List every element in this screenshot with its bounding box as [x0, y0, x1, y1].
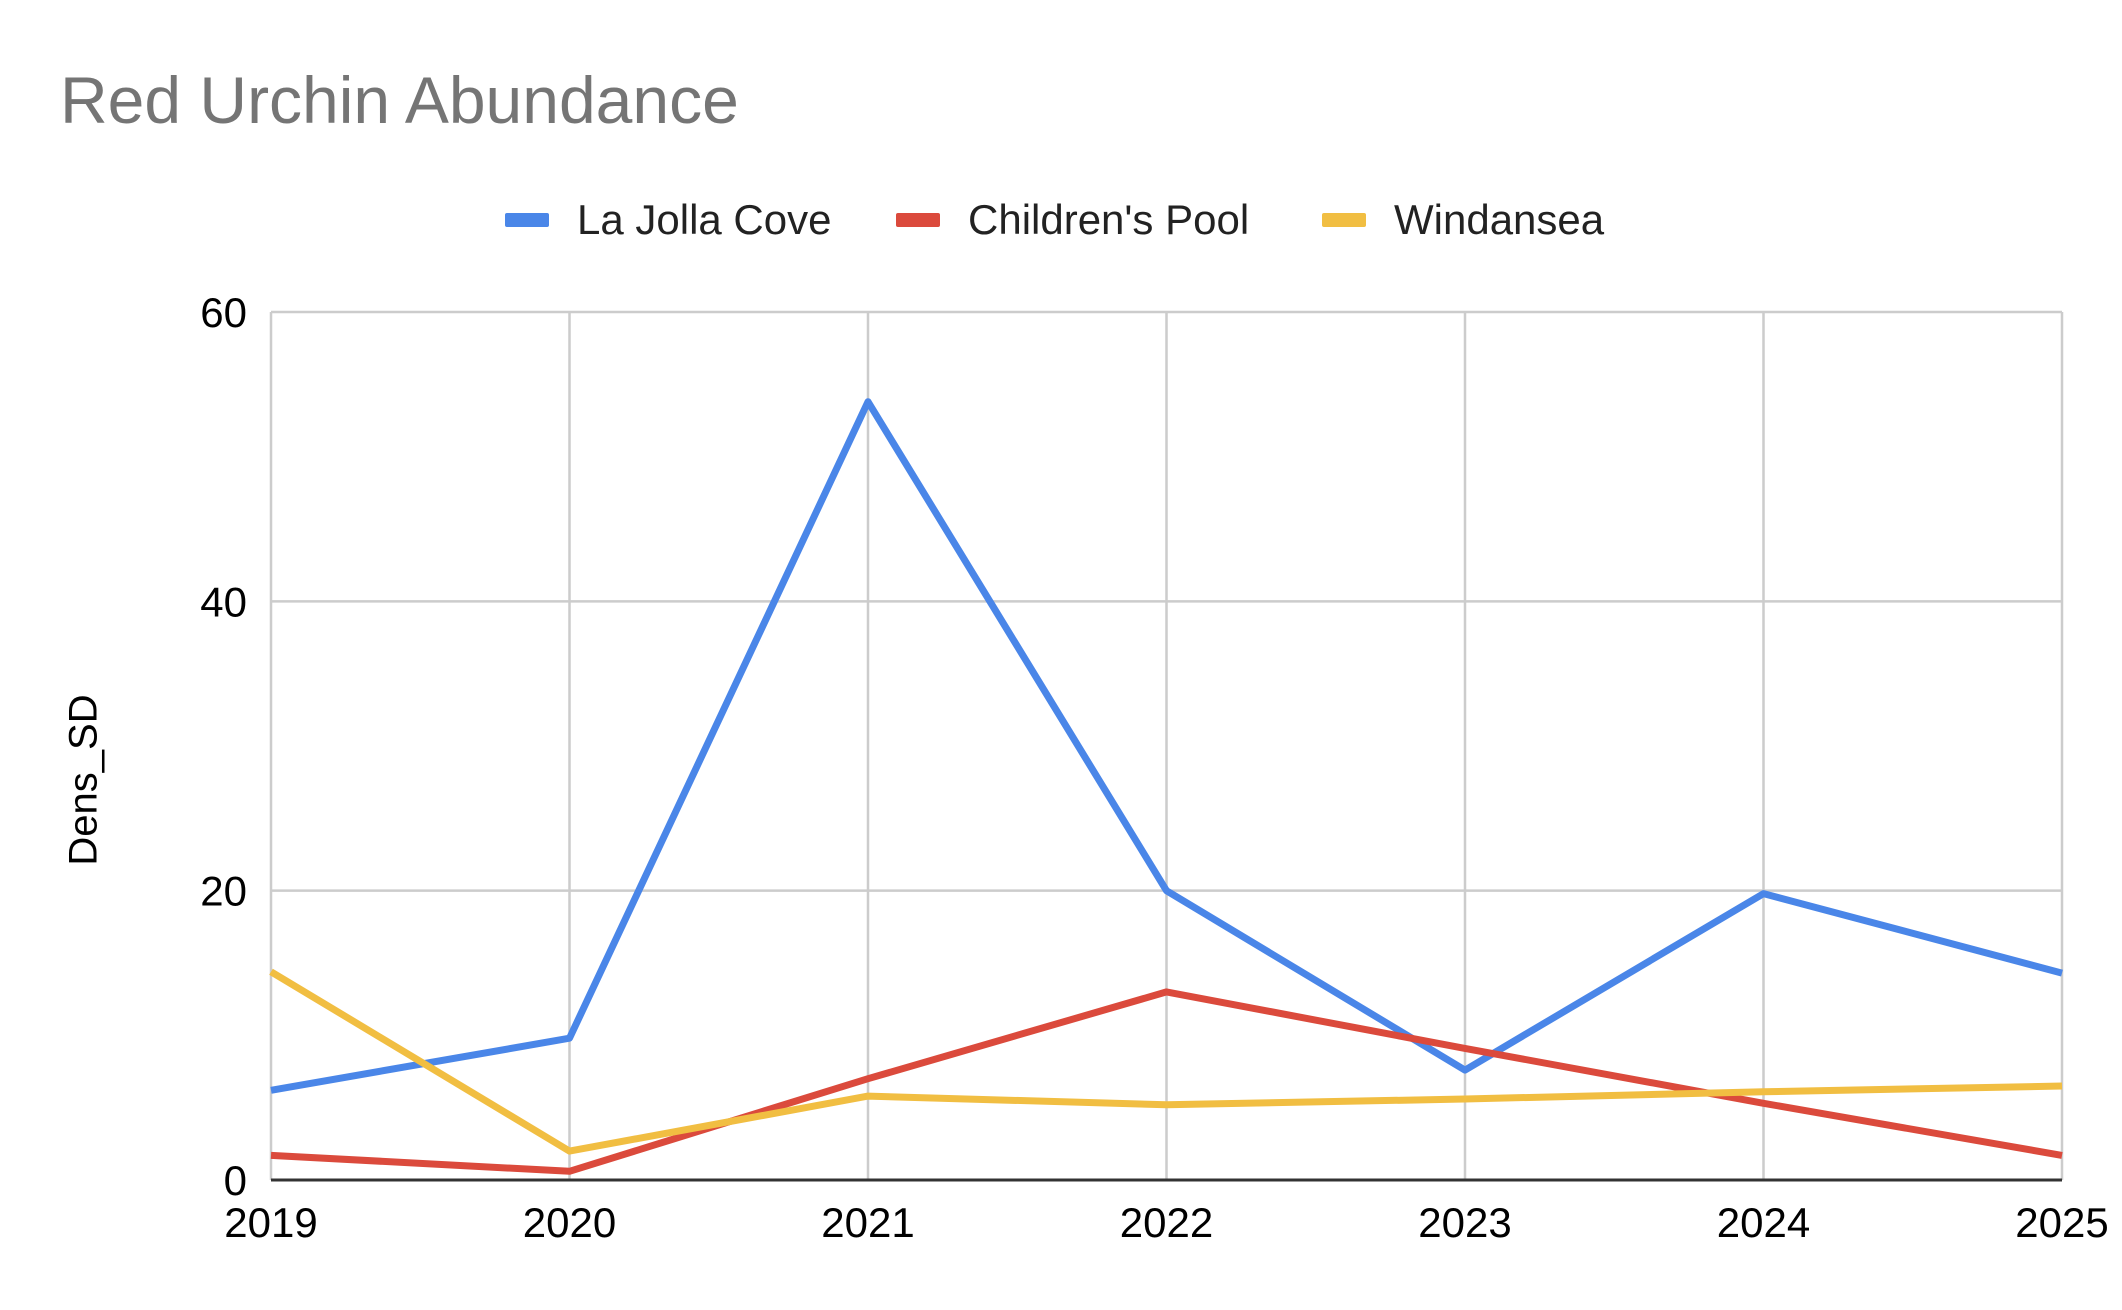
x-tick-label: 2025 [2015, 1199, 2108, 1246]
label-layer: 0 20 40 60 2019 2020 2021 2022 2023 2024 2025 [200, 289, 2108, 1246]
y-tick-label: 60 [200, 289, 247, 336]
legend-label-la-jolla-cove: La Jolla Cove [577, 196, 832, 243]
legend-swatch-windansea [1322, 213, 1366, 227]
legend-swatch-la-jolla-cove [505, 213, 549, 227]
grid-layer [269, 310, 2064, 1180]
x-tick-label: 2023 [1418, 1199, 1511, 1246]
x-tick-label: 2020 [523, 1199, 616, 1246]
legend-label-childrens-pool: Children's Pool [968, 196, 1250, 243]
legend-label-windansea: Windansea [1394, 196, 1605, 243]
legend-item-la-jolla-cove[interactable]: La Jolla Cove [505, 190, 831, 250]
series-layer [269, 398, 2063, 1175]
x-tick-label: 2022 [1120, 1199, 1213, 1246]
legend-item-childrens-pool[interactable]: Children's Pool [896, 190, 1249, 250]
y-tick-label: 40 [200, 578, 247, 625]
x-tick-label: 2019 [224, 1199, 317, 1246]
legend: La Jolla Cove Children's Pool Windansea [0, 190, 2122, 250]
series-line-windansea[interactable] [269, 968, 2063, 1155]
legend-item-windansea[interactable]: Windansea [1322, 190, 1604, 250]
series-line-la-jolla-cove[interactable] [270, 398, 2063, 1094]
y-tick-label: 0 [224, 1157, 247, 1204]
chart-title: Red Urchin Abundance [60, 63, 739, 137]
x-tick-label: 2021 [821, 1199, 914, 1246]
legend-swatch-childrens-pool [896, 213, 940, 227]
x-tick-label: 2024 [1717, 1199, 1810, 1246]
series-line-children-s-pool[interactable] [270, 988, 2063, 1175]
y-tick-label: 20 [200, 868, 247, 915]
